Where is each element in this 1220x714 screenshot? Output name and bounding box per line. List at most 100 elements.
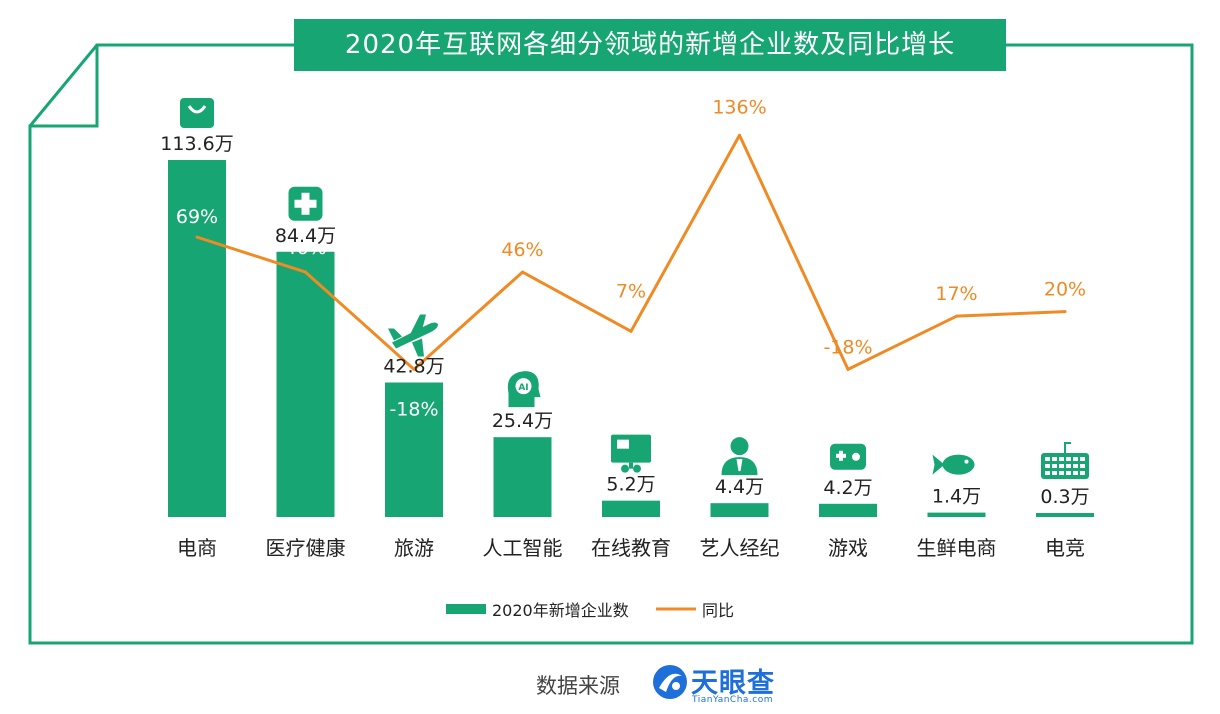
bar-value-label-8: 0.3万 — [1040, 486, 1089, 508]
legend-bar-label: 2020年新增企业数 — [492, 601, 629, 620]
kb-key — [1073, 471, 1078, 475]
logo-subtext: TianYanCha.com — [692, 695, 774, 705]
yoy-label-3: 46% — [501, 239, 543, 261]
medical-cross-icon — [288, 186, 323, 221]
yoy-label-6: -18% — [823, 336, 872, 358]
logo-text: 天眼查 — [691, 668, 775, 699]
yoy-label-4: 7% — [616, 280, 646, 302]
bar-2 — [385, 382, 443, 517]
fish-icon — [932, 454, 975, 475]
category-label-8: 电竞 — [1045, 536, 1085, 560]
bar-3 — [493, 437, 552, 517]
category-label-5: 艺人经纪 — [700, 536, 780, 560]
ai-head-icon: AI — [507, 371, 541, 408]
kb-key — [1080, 464, 1085, 468]
bar-value-label-7: 1.4万 — [932, 486, 981, 508]
plane-wing1 — [410, 314, 426, 335]
bar-5 — [710, 503, 769, 517]
tianyancha-logo-icon — [653, 665, 687, 699]
yoy-point-2 — [412, 367, 416, 371]
fish-tail — [932, 454, 945, 475]
bar-0 — [168, 160, 226, 517]
plane-body — [392, 322, 438, 349]
kb-key — [1066, 471, 1071, 475]
bar-8 — [1036, 513, 1094, 517]
kb-key — [1080, 471, 1085, 475]
category-label-7: 生鲜电商 — [917, 536, 997, 560]
yoy-label-8: 20% — [1044, 279, 1086, 301]
pad-body — [830, 443, 866, 470]
yoy-point-8 — [1063, 310, 1067, 314]
gamepad-icon — [830, 443, 866, 470]
kb-key — [1073, 457, 1078, 461]
bar-7 — [927, 512, 986, 517]
bar-value-label-6: 4.2万 — [823, 477, 872, 499]
pad-button — [852, 452, 860, 461]
bar-value-label-4: 5.2万 — [606, 474, 655, 496]
yoy-label-5: 136% — [712, 96, 766, 118]
source-label: 数据来源 — [536, 674, 620, 698]
kb-key — [1059, 464, 1064, 468]
category-label-1: 医疗健康 — [266, 536, 346, 560]
yoy-point-0 — [195, 235, 199, 239]
kb-key — [1066, 464, 1071, 468]
kb-key — [1052, 471, 1057, 475]
legend-line-label: 同比 — [702, 601, 734, 620]
pad-dpad-v — [839, 450, 843, 461]
ai-text: AI — [518, 383, 528, 393]
bar-4 — [602, 500, 660, 517]
kb-key — [1073, 464, 1078, 468]
yoy-point-7 — [955, 314, 958, 318]
agent-person-icon — [721, 437, 758, 476]
yoy-label-1: 46% — [284, 237, 326, 259]
kb-key — [1052, 464, 1057, 468]
kb-key — [1045, 457, 1050, 461]
kb-key — [1045, 464, 1050, 468]
ai-badge — [515, 378, 532, 395]
plane-tail — [388, 328, 402, 341]
category-label-0: 电商 — [177, 536, 217, 560]
bar-value-label-5: 4.4万 — [715, 476, 764, 498]
kb-cable — [1064, 442, 1071, 453]
bar-1 — [276, 251, 335, 517]
category-label-6: 游戏 — [828, 536, 868, 560]
bar-value-label-1: 84.4万 — [275, 225, 336, 247]
kb-key — [1080, 457, 1085, 461]
person-head — [730, 437, 749, 456]
legend: 2020年新增企业数 同比 — [446, 601, 734, 620]
yoy-point-1 — [304, 270, 307, 274]
stand — [629, 462, 633, 469]
keyboard-icon — [1041, 442, 1089, 479]
footer: 数据来源 天眼查 TianYanCha.com — [0, 650, 1220, 710]
legend-bar-swatch — [446, 604, 486, 614]
student2 — [633, 464, 641, 473]
yoy-label-0: 69% — [176, 206, 218, 228]
online-education-icon — [611, 434, 651, 473]
yoy-label-2: -18% — [389, 398, 438, 420]
yoy-point-5 — [738, 133, 741, 137]
chart-frame — [28, 43, 1194, 645]
med-h — [294, 199, 317, 208]
kb-key — [1066, 457, 1071, 461]
category-label-3: 人工智能 — [483, 536, 563, 560]
plane-wing2 — [412, 338, 424, 357]
shopping-bag-icon — [180, 98, 214, 128]
kb-key — [1059, 471, 1064, 475]
bag-handle — [187, 105, 207, 114]
bar-6 — [819, 503, 877, 517]
kb-key — [1045, 471, 1050, 475]
chart-title: 2020年互联网各细分领域的新增企业数及同比增长 — [294, 19, 1006, 71]
yoy-point-6 — [846, 367, 850, 371]
bar-value-label-2: 42.8万 — [383, 355, 444, 377]
person-tie — [736, 459, 743, 472]
bar-value-label-3: 25.4万 — [492, 410, 553, 432]
yoy-point-4 — [629, 329, 633, 333]
category-label-2: 旅游 — [394, 536, 434, 560]
kb-key — [1059, 457, 1064, 461]
frame-fold — [28, 44, 99, 127]
student1 — [621, 464, 629, 473]
airplane-icon — [388, 314, 438, 357]
screen-board — [617, 439, 629, 449]
yoy-point-3 — [521, 270, 524, 274]
